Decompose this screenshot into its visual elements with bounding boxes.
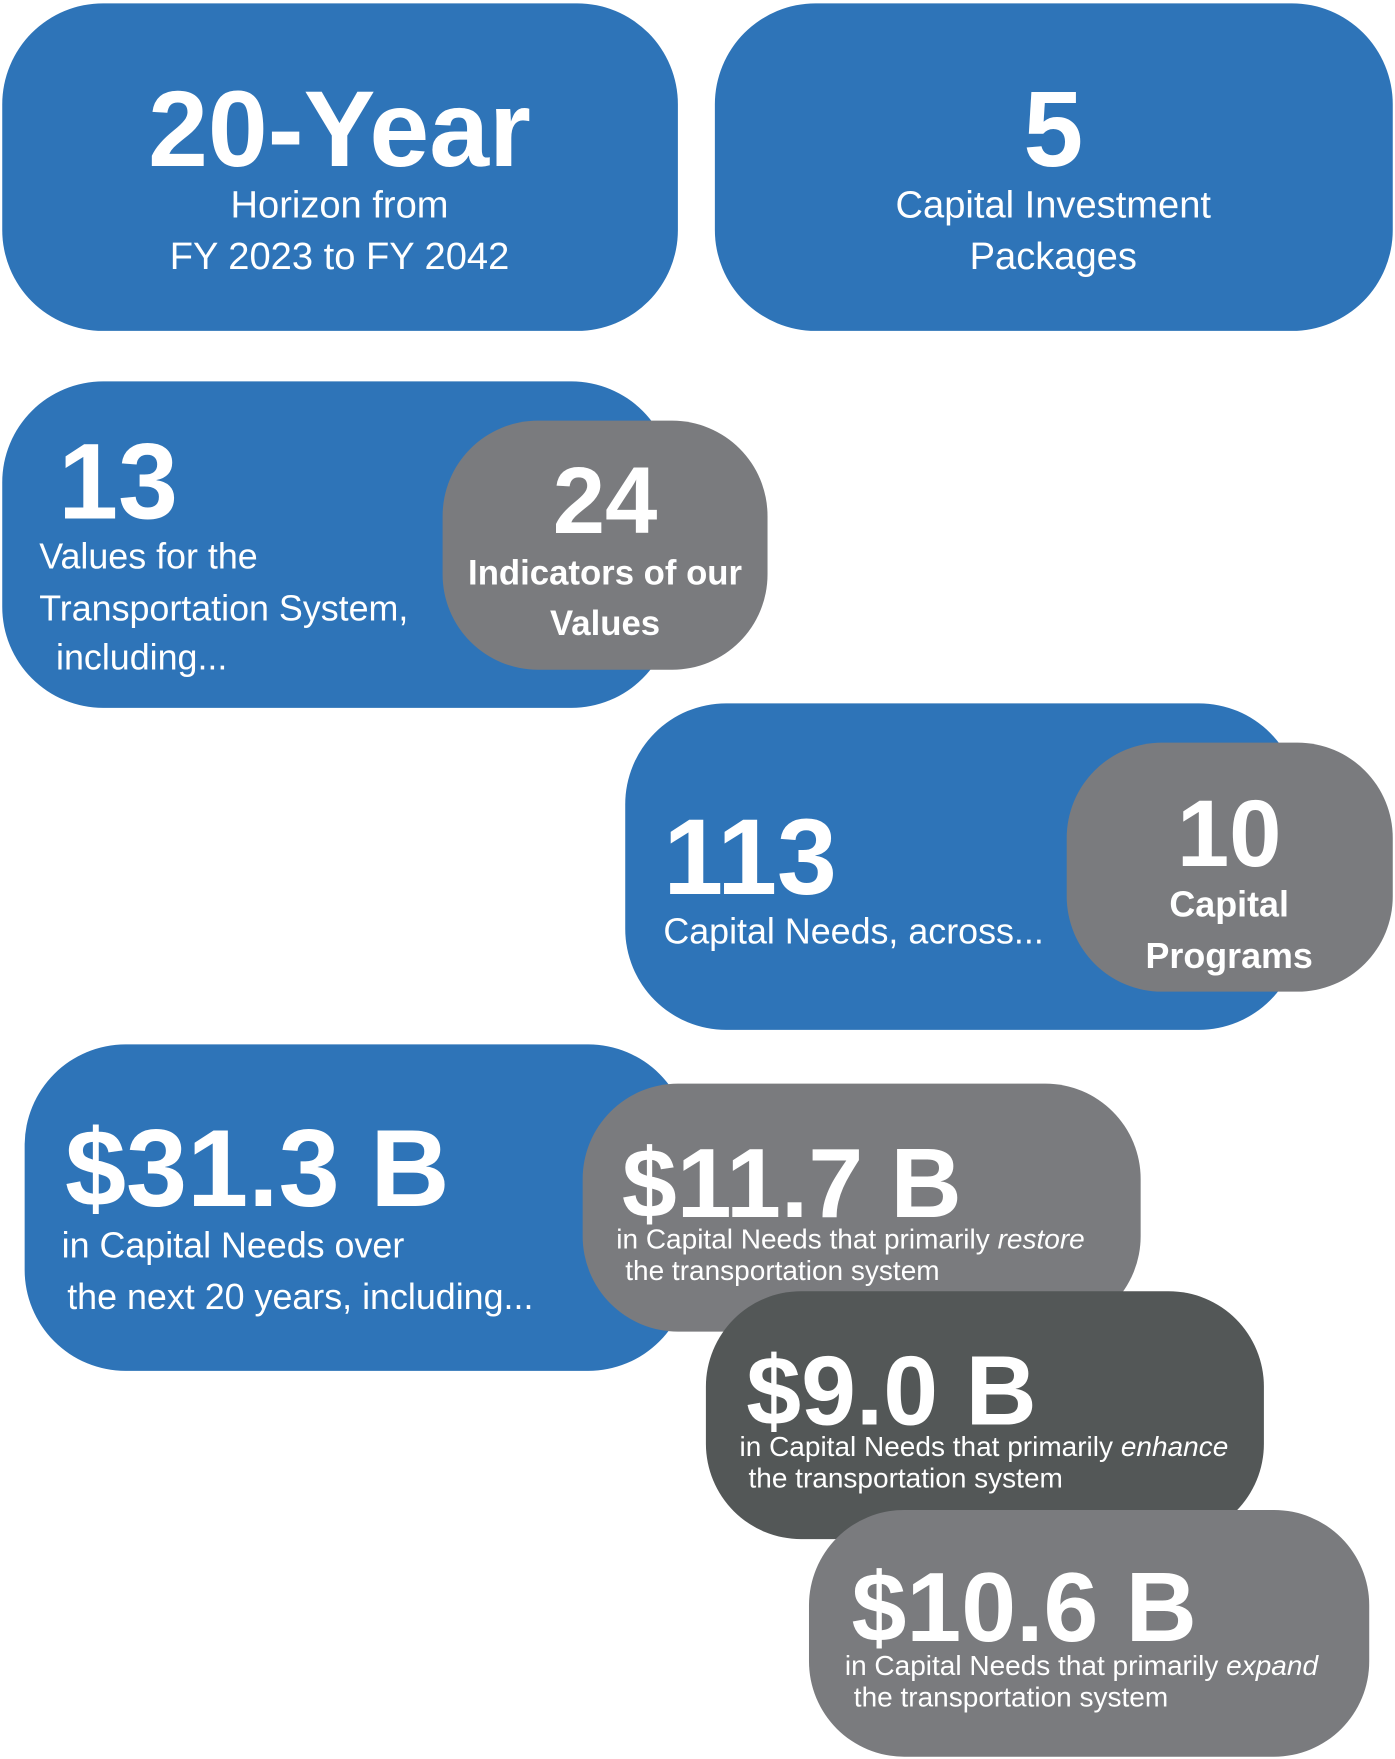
card-text: Horizon from: [231, 185, 449, 227]
card-figure: $31.3 B: [65, 1108, 450, 1230]
card-text: the transportation system: [748, 1463, 1062, 1494]
card: [442, 420, 768, 670]
card-text: in Capital Needs that primarily enhance: [740, 1431, 1229, 1462]
text-emphasis: expand: [1226, 1650, 1319, 1681]
text-lead: in Capital Needs that primarily: [616, 1224, 989, 1255]
card-text: Values for the: [39, 537, 257, 577]
card-text: the transportation system: [854, 1681, 1168, 1712]
card: [24, 1044, 690, 1371]
card-text: Values: [550, 605, 660, 643]
card-text: Programs: [1146, 936, 1313, 976]
card-text: the next 20 years, including...: [67, 1277, 533, 1317]
card-figure: 24: [553, 448, 658, 553]
card-figure: $11.7 B: [622, 1128, 962, 1238]
text-lead: in Capital Needs that primarily: [845, 1650, 1218, 1681]
card-figure: 13: [58, 421, 178, 541]
card-text: in Capital Needs that primarily expand: [845, 1650, 1320, 1681]
card-text: Packages: [970, 236, 1137, 278]
card: [705, 1291, 1264, 1540]
card-text: Transportation System,: [39, 588, 408, 628]
card-figure: 113: [663, 797, 837, 917]
card-text: Capital Investment: [896, 185, 1212, 227]
card: [582, 1083, 1141, 1332]
card-text: including...: [56, 638, 227, 678]
text-lead: in Capital Needs that primarily: [740, 1431, 1113, 1462]
card-figure: 10: [1177, 781, 1282, 886]
card: [2, 3, 678, 331]
card-text: Capital: [1169, 885, 1288, 925]
card-text: Capital Needs, across...: [663, 911, 1043, 951]
card-figure: $9.0 B: [746, 1336, 1036, 1446]
card-figure: $10.6 B: [852, 1552, 1197, 1662]
card-text: in Capital Needs that primarily restore: [616, 1224, 1084, 1255]
card: [808, 1509, 1370, 1757]
text-emphasis: enhance: [1121, 1431, 1228, 1462]
card-text: in Capital Needs over: [62, 1226, 405, 1266]
card-text: FY 2023 to FY 2042: [170, 236, 510, 278]
text-emphasis: restore: [998, 1224, 1085, 1255]
card: [714, 3, 1393, 331]
card-figure: 5: [1023, 69, 1083, 189]
card: [1066, 742, 1393, 992]
card-text: the transportation system: [625, 1255, 939, 1286]
card-text: Indicators of our: [468, 554, 742, 592]
card-figure: 20-Year: [148, 69, 531, 189]
